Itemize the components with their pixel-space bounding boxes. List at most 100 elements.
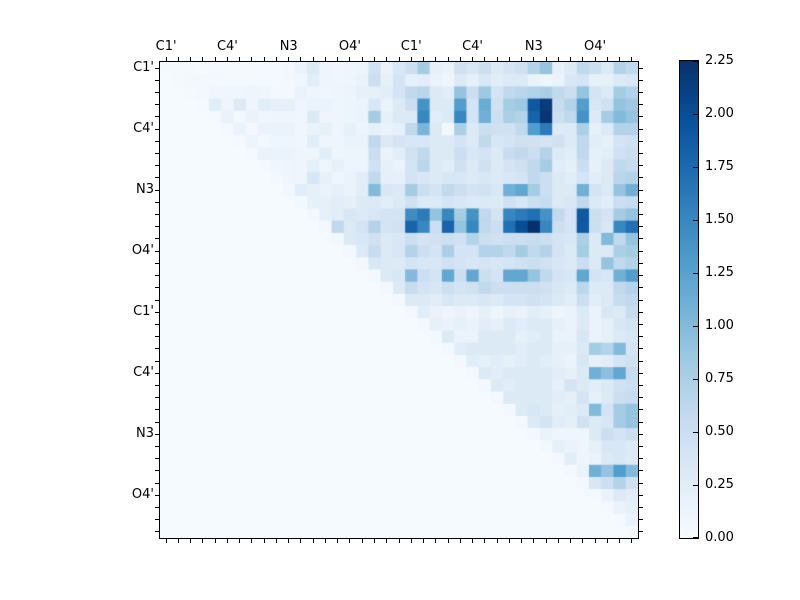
- tick-mark: [521, 57, 523, 61]
- y-tick-label: C1': [133, 304, 154, 320]
- tick-mark: [155, 506, 159, 508]
- tick-mark: [190, 539, 192, 543]
- tick-mark: [177, 57, 179, 61]
- tick-mark: [155, 397, 159, 399]
- tick-mark: [619, 57, 621, 61]
- tick-mark: [496, 57, 498, 61]
- tick-mark: [639, 79, 643, 81]
- tick-mark: [484, 57, 486, 61]
- tick-mark: [423, 57, 424, 61]
- tick-mark: [361, 57, 363, 61]
- y-tick-label: O4': [131, 243, 154, 259]
- tick-mark: [545, 57, 547, 61]
- tick-mark: [155, 140, 159, 142]
- tick-mark: [639, 189, 643, 191]
- colorbar-tick-mark: [693, 272, 698, 274]
- tick-mark: [423, 539, 424, 543]
- tick-mark: [631, 539, 633, 543]
- tick-mark: [472, 57, 474, 61]
- y-tick-label: O4': [131, 487, 154, 503]
- tick-mark: [533, 57, 535, 61]
- tick-mark: [155, 372, 159, 374]
- tick-mark: [639, 177, 643, 179]
- colorbar-tick-label: 1.25: [705, 265, 734, 280]
- tick-mark: [361, 539, 363, 543]
- tick-mark: [639, 421, 643, 423]
- tick-mark: [155, 445, 159, 447]
- tick-mark: [263, 539, 265, 543]
- tick-mark: [639, 397, 643, 399]
- tick-mark: [190, 57, 192, 61]
- tick-mark: [155, 433, 159, 435]
- tick-mark: [639, 153, 643, 155]
- x-tick-label: C1': [400, 39, 422, 54]
- colorbar-tick-label: 0.50: [705, 424, 734, 439]
- tick-mark: [639, 275, 643, 277]
- x-tick-label: O4': [338, 39, 362, 54]
- colorbar-gradient: [680, 61, 698, 538]
- tick-mark: [373, 539, 375, 543]
- tick-mark: [155, 531, 159, 533]
- tick-mark: [275, 57, 277, 61]
- tick-mark: [155, 482, 159, 484]
- tick-mark: [202, 539, 204, 543]
- tick-mark: [275, 539, 277, 543]
- y-tick-label: C4': [133, 365, 154, 381]
- tick-mark: [459, 539, 461, 543]
- colorbar: [679, 60, 699, 539]
- tick-mark: [155, 128, 159, 130]
- tick-mark: [594, 539, 596, 543]
- tick-mark: [155, 470, 159, 472]
- tick-mark: [484, 539, 486, 543]
- tick-mark: [557, 539, 559, 543]
- tick-mark: [447, 539, 449, 543]
- tick-mark: [639, 409, 643, 411]
- tick-mark: [639, 140, 643, 142]
- tick-mark: [177, 539, 179, 543]
- colorbar-tick-mark: [693, 113, 698, 115]
- tick-mark: [324, 57, 326, 61]
- tick-mark: [288, 539, 290, 543]
- tick-mark: [263, 57, 265, 61]
- tick-mark: [337, 57, 339, 61]
- tick-mark: [226, 539, 228, 543]
- colorbar-tick-mark: [693, 60, 698, 62]
- tick-mark: [639, 238, 643, 240]
- tick-mark: [582, 57, 584, 61]
- tick-mark: [155, 104, 159, 106]
- tick-mark: [155, 458, 159, 460]
- tick-mark: [214, 57, 216, 61]
- tick-mark: [373, 57, 375, 61]
- tick-mark: [155, 226, 159, 228]
- tick-mark: [239, 539, 241, 543]
- tick-mark: [155, 116, 159, 118]
- y-tick-label: C1': [133, 60, 154, 76]
- colorbar-tick-mark: [693, 219, 698, 221]
- tick-mark: [300, 539, 302, 543]
- tick-mark: [155, 311, 159, 313]
- tick-mark: [410, 57, 412, 61]
- tick-mark: [545, 539, 547, 543]
- tick-mark: [639, 226, 643, 228]
- tick-mark: [312, 539, 314, 543]
- tick-mark: [606, 57, 608, 61]
- tick-mark: [639, 67, 643, 69]
- tick-mark: [239, 57, 241, 61]
- tick-mark: [349, 539, 351, 543]
- tick-mark: [639, 336, 643, 338]
- tick-mark: [386, 539, 388, 543]
- tick-mark: [639, 470, 643, 472]
- tick-mark: [155, 79, 159, 81]
- tick-mark: [155, 92, 159, 93]
- tick-mark: [570, 57, 572, 61]
- colorbar-tick-mark: [693, 378, 698, 380]
- tick-mark: [639, 287, 643, 289]
- heatmap-canvas: [160, 62, 638, 538]
- tick-mark: [639, 506, 643, 508]
- tick-mark: [570, 539, 572, 543]
- y-tick-label: C4': [133, 121, 154, 137]
- y-tick-label: N3: [136, 426, 154, 442]
- tick-mark: [165, 539, 167, 543]
- heatmap-plot-area: [159, 61, 639, 539]
